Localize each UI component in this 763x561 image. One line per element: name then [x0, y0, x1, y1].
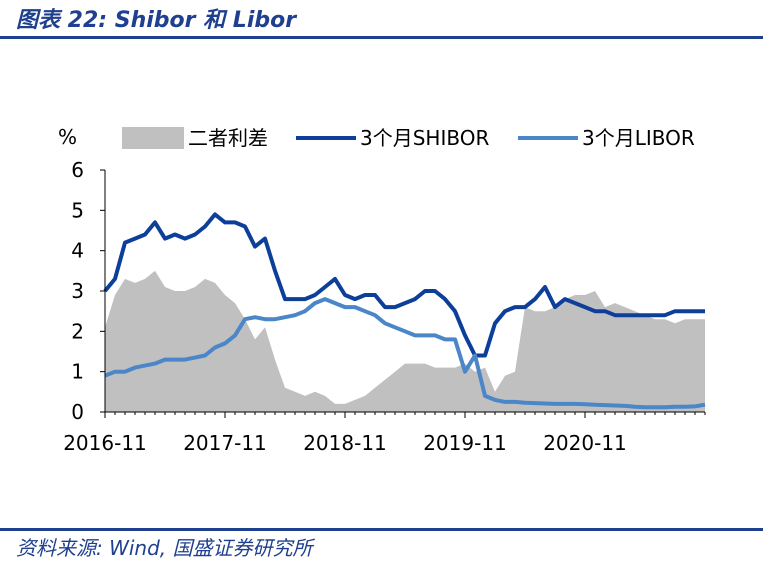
x-tick-label: 2018-11: [303, 431, 387, 455]
x-tick-label: 2016-11: [63, 431, 147, 455]
spread-area-layer: [105, 271, 705, 412]
x-tick-label: 2019-11: [423, 431, 507, 455]
y-tick-label: 5: [71, 198, 84, 222]
y-tick-label: 1: [71, 360, 84, 384]
x-tick-label: 2020-11: [543, 431, 627, 455]
x-tick-label: 2017-11: [183, 431, 267, 455]
y-tick-label: 3: [71, 279, 84, 303]
legend-label-shibor: 3个月SHIBOR: [360, 126, 489, 150]
legend-label-spread: 二者利差: [188, 126, 268, 150]
y-tick-label: 4: [71, 239, 84, 263]
y-tick-label: 6: [71, 158, 84, 182]
y-tick-label: 0: [71, 400, 84, 424]
legend-label-libor: 3个月LIBOR: [582, 126, 695, 150]
spread-area: [105, 271, 705, 412]
y-axis-unit: %: [58, 125, 77, 149]
y-tick-label: 2: [71, 319, 84, 343]
legend-swatch-spread: [122, 127, 184, 149]
source-note: 资料来源: Wind, 国盛证券研究所: [16, 532, 313, 561]
source-divider: [0, 528, 763, 531]
legend: 二者利差 3个月SHIBOR 3个月LIBOR: [122, 126, 695, 150]
